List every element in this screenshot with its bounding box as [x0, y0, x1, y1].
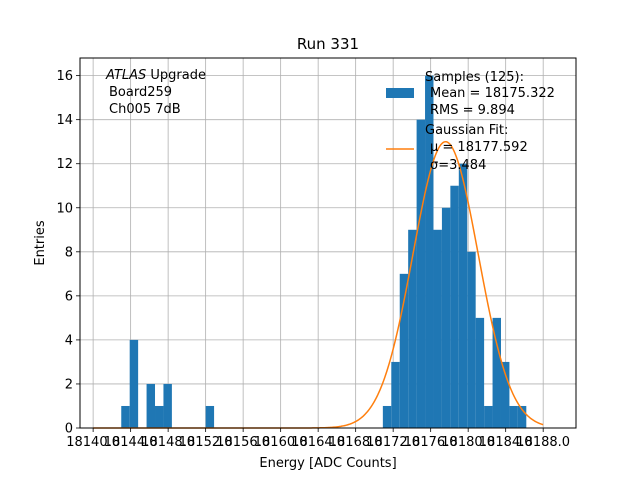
- y-tick-label-7: 14: [56, 113, 73, 128]
- y-tick-label-5: 10: [56, 201, 73, 216]
- histogram-bar-21: [509, 405, 518, 428]
- legend-hist-line-2: Mean = 18175.322: [430, 86, 555, 101]
- histogram-bar-15: [458, 163, 468, 428]
- annotation-line-1: ATLAS Upgrade: [105, 68, 206, 83]
- y-tick-label-0: 0: [65, 422, 73, 437]
- plot-frame: [79, 57, 577, 429]
- annotation-upgrade: Upgrade: [146, 68, 206, 83]
- histogram-bar-20: [500, 361, 510, 428]
- histogram-bar-17: [475, 317, 485, 428]
- x-tick-label-2: 18148.0: [141, 435, 195, 450]
- x-tick-label-0: 18140.0: [66, 435, 120, 450]
- x-tick-label-4: 18156.0: [216, 435, 270, 450]
- y-tick-label-1: 2: [65, 377, 73, 392]
- x-tick-label-12: 18188.0: [516, 435, 570, 450]
- annotation-atlas: ATLAS: [105, 68, 146, 83]
- x-tick-label-1: 18144.0: [104, 435, 158, 450]
- legend-hist-line-1: Samples (125):: [425, 70, 524, 85]
- y-tick-label-2: 4: [65, 333, 73, 348]
- legend: Samples (125): Mean = 18175.322 RMS = 9.…: [386, 70, 555, 173]
- y-tick-label-8: 16: [56, 69, 73, 84]
- chart-title: Run 331: [297, 35, 359, 53]
- x-tick-label-11: 18184.0: [479, 435, 533, 450]
- y-axis-label: Entries: [33, 220, 48, 266]
- histogram-bar-11: [425, 75, 434, 428]
- legend-fit-line-2: μ = 18177.592: [430, 140, 528, 155]
- y-tick-label-6: 12: [56, 157, 73, 172]
- x-tick-label-5: 18160.0: [254, 435, 308, 450]
- annotation-box: ATLAS Upgrade Board259 Ch005 7dB: [105, 68, 206, 117]
- histogram-bar-9: [408, 229, 417, 428]
- histogram-bar-1: [129, 339, 139, 428]
- histogram-bar-2: [146, 383, 156, 428]
- histogram-bars: [121, 75, 527, 429]
- histogram-bar-12: [433, 229, 442, 428]
- histogram-bar-3: [155, 405, 164, 428]
- x-axis-label: Energy [ADC Counts]: [259, 456, 396, 471]
- histogram-bar-4: [163, 383, 172, 428]
- histogram-bar-14: [450, 185, 459, 428]
- legend-hist-line-3: RMS = 9.894: [430, 103, 515, 118]
- x-axis-ticks: 18140.018144.018148.018152.018156.018160…: [66, 428, 570, 450]
- histogram-bar-22: [517, 405, 527, 428]
- x-tick-label-8: 18172.0: [366, 435, 420, 450]
- y-tick-label-4: 8: [65, 245, 73, 260]
- histogram-bar-13: [441, 207, 451, 428]
- x-tick-label-9: 18176.0: [404, 435, 458, 450]
- histogram-bar-6: [382, 405, 392, 428]
- x-tick-label-10: 18180.0: [441, 435, 495, 450]
- x-tick-label-6: 18164.0: [291, 435, 345, 450]
- histogram-bar-5: [205, 405, 215, 428]
- legend-fit-line-1: Gaussian Fit:: [425, 123, 508, 138]
- histogram-bar-19: [492, 317, 501, 428]
- histogram-bar-0: [121, 405, 130, 428]
- y-tick-label-3: 6: [65, 289, 73, 304]
- histogram-bar-7: [391, 361, 400, 428]
- legend-histogram-swatch: [386, 88, 414, 98]
- histogram-bar-8: [399, 273, 409, 428]
- x-tick-label-7: 18168.0: [329, 435, 383, 450]
- annotation-line-2: Board259: [109, 85, 172, 100]
- legend-fit-line-3: σ=3.484: [430, 158, 486, 173]
- annotation-line-3: Ch005 7dB: [109, 102, 181, 117]
- histogram-bar-18: [484, 405, 493, 428]
- histogram-bar-10: [416, 119, 426, 429]
- x-tick-label-3: 18152.0: [179, 435, 233, 450]
- y-axis-ticks: 0 2 4 6 8 10 12 14 16: [56, 69, 80, 437]
- histogram-bar-16: [467, 251, 476, 428]
